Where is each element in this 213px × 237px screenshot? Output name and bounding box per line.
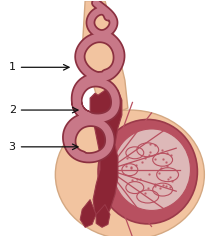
Polygon shape (82, 1, 128, 115)
Ellipse shape (55, 110, 204, 237)
Text: 2: 2 (9, 105, 16, 115)
Ellipse shape (98, 119, 197, 224)
Text: 3: 3 (9, 142, 16, 152)
Polygon shape (90, 88, 122, 221)
Ellipse shape (113, 129, 190, 210)
Polygon shape (96, 205, 110, 227)
Text: 1: 1 (9, 62, 16, 72)
Polygon shape (80, 200, 96, 227)
